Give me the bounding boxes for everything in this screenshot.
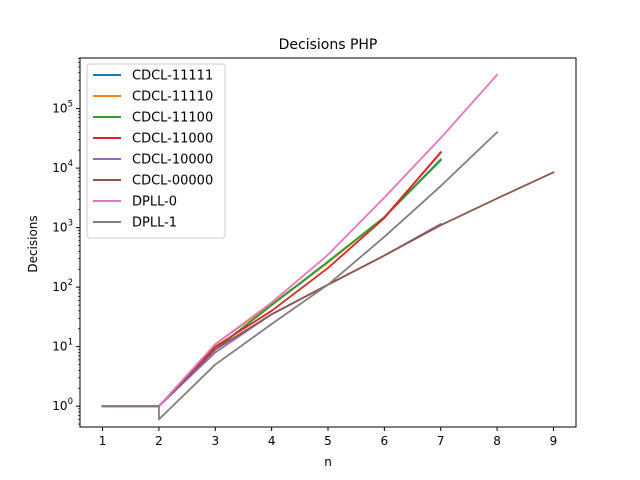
legend-label: DPLL-0 bbox=[132, 195, 177, 210]
plot-frame bbox=[79, 57, 577, 428]
y-tick-label: 104 bbox=[52, 159, 73, 175]
legend-label: CDCL-11000 bbox=[132, 132, 213, 147]
legend-label: CDCL-11100 bbox=[132, 111, 213, 126]
y-tick-label: 100 bbox=[52, 397, 73, 413]
y-axis-ticks: 100 101 102 103 104 105 bbox=[52, 57, 80, 425]
legend-label: CDCL-00000 bbox=[132, 174, 213, 189]
x-tick-label: 2 bbox=[155, 434, 163, 448]
y-tick-label: 101 bbox=[52, 338, 73, 354]
x-tick-label: 4 bbox=[268, 434, 276, 448]
series-line-dpll-0 bbox=[101, 73, 499, 408]
legend-label: CDCL-11110 bbox=[132, 90, 213, 105]
legend: CDCL-11111 CDCL-11110 CDCL-11100 CDCL-11000… bbox=[86, 63, 226, 239]
chart-title: Decisions PHP bbox=[279, 37, 378, 53]
y-tick-label: 102 bbox=[52, 278, 73, 294]
x-axis-label: n bbox=[324, 455, 332, 469]
x-tick-label: 3 bbox=[211, 434, 219, 448]
legend-box bbox=[86, 63, 226, 239]
y-tick-label: 103 bbox=[52, 219, 73, 235]
y-axis-label: Decisions bbox=[26, 215, 40, 272]
series-line-dpll-1 bbox=[101, 130, 499, 421]
x-tick-label: 8 bbox=[493, 434, 501, 448]
x-axis-ticks: 1 2 3 4 5 6 7 8 9 bbox=[99, 427, 558, 448]
x-tick-label: 5 bbox=[324, 434, 332, 448]
series-group bbox=[101, 73, 555, 421]
legend-label: CDCL-11111 bbox=[132, 69, 213, 84]
x-tick-label: 9 bbox=[550, 434, 558, 448]
y-tick-label: 105 bbox=[52, 100, 73, 116]
x-tick-label: 6 bbox=[381, 434, 389, 448]
x-tick-label: 1 bbox=[99, 434, 107, 448]
legend-label: CDCL-10000 bbox=[132, 153, 213, 168]
x-tick-label: 7 bbox=[437, 434, 445, 448]
legend-label: DPLL-1 bbox=[132, 216, 177, 231]
plot-lines bbox=[101, 73, 555, 421]
